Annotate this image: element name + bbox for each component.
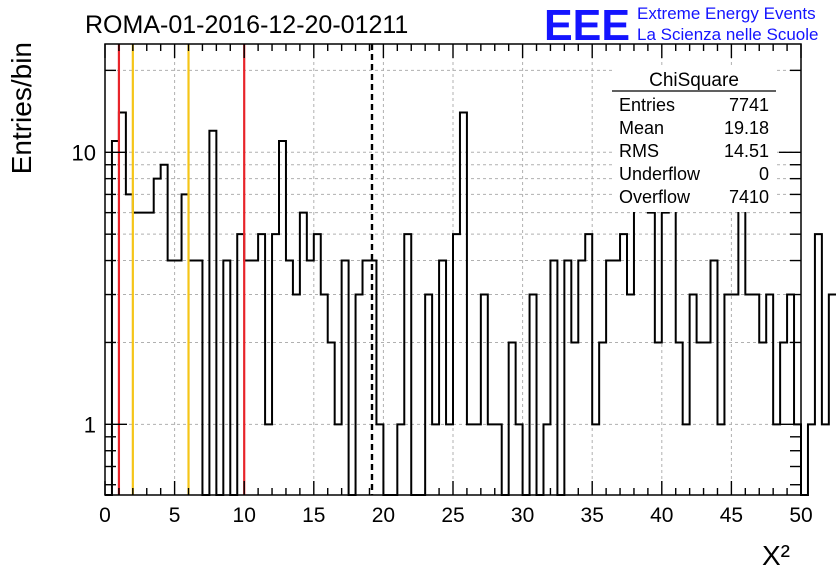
stats-background <box>612 66 774 212</box>
y-tick-label: 10 <box>72 140 96 165</box>
x-tick-label: 5 <box>169 504 181 527</box>
x-tick-label: 40 <box>650 504 673 527</box>
stats-row-value: 0 <box>759 164 769 184</box>
x-tick-label: 0 <box>99 504 111 527</box>
x-axis-label: X² <box>762 540 790 571</box>
x-tick-label: 30 <box>511 504 534 527</box>
eee-logo: EEE Extreme Energy Events La Scienza nel… <box>544 1 818 50</box>
stats-row-value: 19.18 <box>724 118 769 138</box>
x-tick-label: 25 <box>441 504 464 527</box>
stats-row-label: Overflow <box>619 187 691 207</box>
tick-labels: 0 5 10 15 20 25 30 35 40 45 50 1 10 <box>72 140 813 527</box>
logo-line-1: Extreme Energy Events <box>637 4 816 23</box>
reference-lines <box>117 44 374 495</box>
y-axis-label: Entries/bin <box>6 42 37 174</box>
stats-box: ChiSquare Entries 7741 Mean 19.18 RMS 14.51 Un… <box>612 66 776 212</box>
stats-row-label: Underflow <box>619 164 701 184</box>
stats-row-label: Mean <box>619 118 664 138</box>
histogram-series <box>105 111 836 496</box>
stats-row-value: 14.51 <box>724 141 769 161</box>
stats-row-value: 7410 <box>729 187 769 207</box>
stats-row-value: 7741 <box>729 95 769 115</box>
x-tick-label: 45 <box>720 504 743 527</box>
stats-row-label: RMS <box>619 141 659 161</box>
axis-ticks <box>104 44 802 495</box>
stats-rows: Entries 7741 Mean 19.18 RMS 14.51 Underflow 0 Ov… <box>619 95 769 207</box>
logo-mark: EEE <box>544 1 630 50</box>
stats-title: ChiSquare <box>649 70 739 91</box>
run-title: ROMA-01-2016-12-20-01211 <box>85 11 408 39</box>
logo-line-2: La Scienza nelle Scuole <box>637 25 818 44</box>
x-tick-label: 35 <box>581 504 604 527</box>
x-tick-label: 20 <box>372 504 395 527</box>
x-tick-label: 50 <box>789 504 812 527</box>
histogram-step-line <box>105 111 836 496</box>
y-tick-label: 1 <box>84 412 96 437</box>
stats-row-label: Entries <box>619 95 675 115</box>
x-tick-label: 15 <box>302 504 325 527</box>
x-tick-label: 10 <box>233 504 256 527</box>
